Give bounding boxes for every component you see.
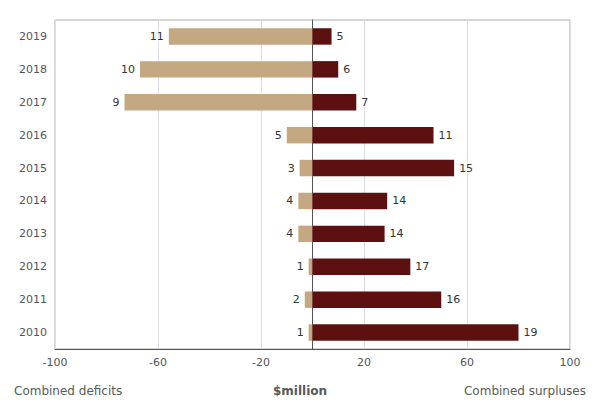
- svg-text:2: 2: [293, 293, 300, 306]
- svg-text:14: 14: [392, 194, 406, 207]
- svg-text:19: 19: [524, 326, 538, 339]
- svg-text:17: 17: [415, 260, 429, 273]
- svg-text:3: 3: [288, 162, 295, 175]
- svg-text:2010: 2010: [19, 326, 47, 339]
- svg-text:Combined surpluses: Combined surpluses: [464, 384, 586, 398]
- svg-text:Combined deficits: Combined deficits: [14, 384, 122, 398]
- svg-text:5: 5: [337, 30, 344, 43]
- svg-text:6: 6: [343, 63, 350, 76]
- svg-text:2015: 2015: [19, 162, 47, 175]
- svg-text:2016: 2016: [19, 129, 47, 142]
- svg-text:20: 20: [357, 356, 371, 369]
- svg-text:-100: -100: [43, 356, 68, 369]
- svg-text:9: 9: [113, 96, 120, 109]
- svg-text:11: 11: [150, 30, 164, 43]
- svg-text:10: 10: [121, 63, 135, 76]
- svg-text:2017: 2017: [19, 96, 47, 109]
- svg-text:11: 11: [439, 129, 453, 142]
- svg-text:2014: 2014: [19, 194, 47, 207]
- svg-text:15: 15: [459, 162, 473, 175]
- svg-text:14: 14: [390, 227, 404, 240]
- svg-text:4: 4: [286, 227, 293, 240]
- svg-text:60: 60: [460, 356, 474, 369]
- svg-text:2012: 2012: [19, 260, 47, 273]
- svg-text:7: 7: [361, 96, 368, 109]
- svg-text:2019: 2019: [19, 30, 47, 43]
- svg-text:$million: $million: [273, 384, 327, 398]
- svg-text:4: 4: [286, 194, 293, 207]
- svg-text:5: 5: [275, 129, 282, 142]
- svg-text:100: 100: [560, 356, 581, 369]
- svg-text:-20: -20: [252, 356, 270, 369]
- svg-text:16: 16: [446, 293, 460, 306]
- svg-text:2018: 2018: [19, 63, 47, 76]
- svg-text:-60: -60: [149, 356, 167, 369]
- svg-text:1: 1: [297, 326, 304, 339]
- svg-text:2011: 2011: [19, 293, 47, 306]
- svg-text:1: 1: [297, 260, 304, 273]
- svg-text:2013: 2013: [19, 227, 47, 240]
